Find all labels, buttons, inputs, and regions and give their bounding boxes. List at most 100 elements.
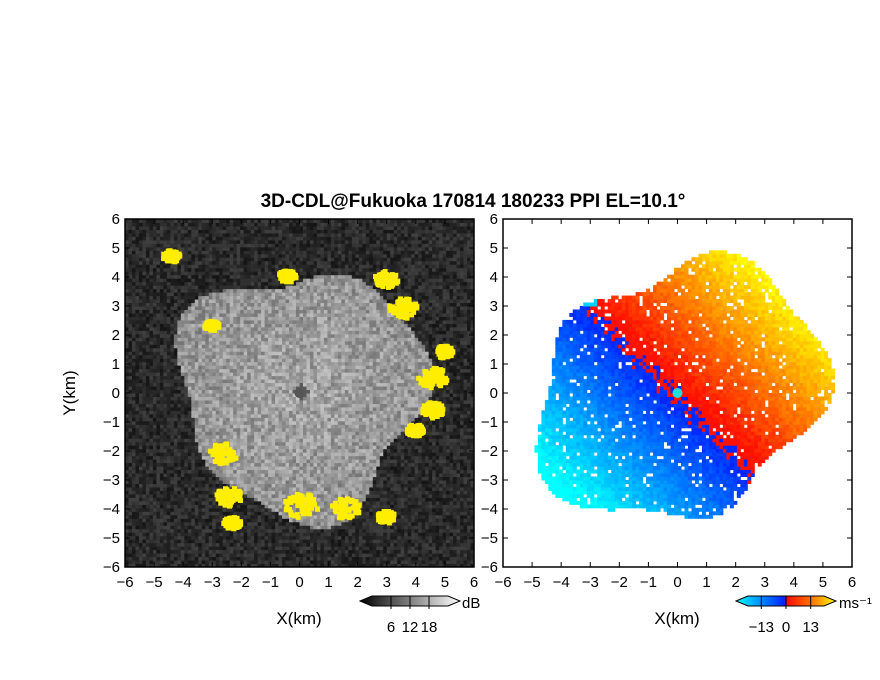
snr-cell [268, 462, 273, 467]
snr-cell [365, 535, 370, 540]
snr-cell [194, 445, 199, 450]
snr-cell [463, 490, 468, 495]
snr-cell [316, 504, 321, 509]
snr-cell [285, 549, 290, 554]
snr-cell [316, 542, 321, 547]
snr-cell [442, 500, 447, 505]
snr-cell [316, 535, 321, 540]
snr-cell [250, 403, 255, 408]
snr-cell [302, 556, 307, 561]
snr-cell [159, 539, 164, 544]
snr-cell [159, 497, 164, 502]
snr-cell [194, 521, 199, 526]
snr-cell [369, 480, 374, 484]
snr-cell [205, 507, 210, 512]
snr-cell [240, 448, 245, 453]
snr-cell [194, 542, 199, 547]
snr-cell [302, 403, 307, 408]
snr-cell [414, 406, 419, 411]
snr-cell [152, 521, 157, 526]
snr-cell [432, 539, 437, 544]
snr-cell [397, 504, 402, 509]
snr-cell [212, 525, 217, 530]
snr-cell [397, 497, 402, 502]
snr-cell [386, 403, 391, 408]
snr-cell [313, 417, 318, 422]
snr-cell [425, 473, 430, 478]
snr-cell [460, 410, 465, 415]
snr-cell [268, 500, 273, 505]
snr-cell [145, 532, 150, 537]
snr-cell [383, 445, 388, 450]
snr-cell [390, 473, 395, 478]
snr-cell [191, 452, 196, 457]
snr-cell [470, 486, 475, 491]
snr-cell [219, 434, 224, 439]
snr-cell [222, 466, 227, 471]
snr-cell [152, 542, 157, 547]
snr-cell [393, 403, 398, 408]
snr-cell [334, 473, 339, 478]
snr-cell [341, 417, 346, 422]
snr-cell [316, 483, 321, 488]
snr-cell [156, 410, 161, 415]
snr-cell [219, 473, 224, 478]
snr-cell [376, 476, 381, 481]
snr-cell [397, 514, 402, 519]
snr-cell [282, 504, 287, 509]
snr-cell [355, 518, 360, 523]
snr-cell [453, 546, 458, 551]
snr-cell [334, 539, 339, 544]
snr-cell [292, 473, 297, 478]
snr-cell [170, 514, 175, 519]
snr-cell [379, 445, 384, 450]
snr-cell [285, 473, 290, 478]
snr-cell [407, 399, 412, 404]
snr-cell [205, 532, 210, 537]
snr-cell [159, 403, 164, 408]
snr-cell [208, 560, 213, 565]
snr-cell [449, 514, 454, 519]
snr-cell [432, 462, 437, 467]
snr-cell [254, 417, 259, 422]
snr-cell [236, 459, 241, 464]
snr-cell [142, 497, 147, 502]
snr-cell [348, 553, 353, 558]
snr-cell [285, 431, 290, 436]
snr-cell [467, 504, 472, 509]
snr-cell [184, 483, 189, 488]
snr-cell [421, 532, 426, 537]
snr-cell [166, 427, 171, 432]
snr-cell [278, 417, 283, 422]
snr-cell [261, 539, 266, 544]
snr-cell [358, 497, 363, 502]
snr-cell [236, 417, 241, 422]
snr-cell [233, 504, 238, 509]
snr-cell [145, 507, 150, 512]
snr-cell [439, 476, 444, 481]
snr-cell [393, 525, 398, 530]
snr-cell [275, 518, 280, 523]
snr-cell [344, 553, 349, 558]
snr-cell [145, 483, 150, 488]
snr-cell [159, 549, 164, 554]
snr-cell [344, 410, 349, 415]
snr-cell [191, 459, 196, 464]
snr-cell [369, 546, 374, 551]
snr-cell [278, 480, 283, 484]
snr-cell [145, 466, 150, 471]
snr-cell [205, 483, 210, 488]
snr-cell [299, 431, 304, 436]
snr-cell [236, 549, 241, 554]
snr-cell [125, 459, 129, 464]
snr-cell [407, 476, 412, 481]
snr-cell [456, 427, 461, 432]
snr-cell [470, 497, 475, 502]
snr-cell [240, 406, 245, 411]
snr-cell [460, 514, 465, 519]
snr-cell [386, 542, 391, 547]
snr-cell [215, 483, 220, 488]
snr-cell [400, 445, 405, 450]
snr-cell [414, 480, 419, 484]
snr-cell [414, 497, 419, 502]
